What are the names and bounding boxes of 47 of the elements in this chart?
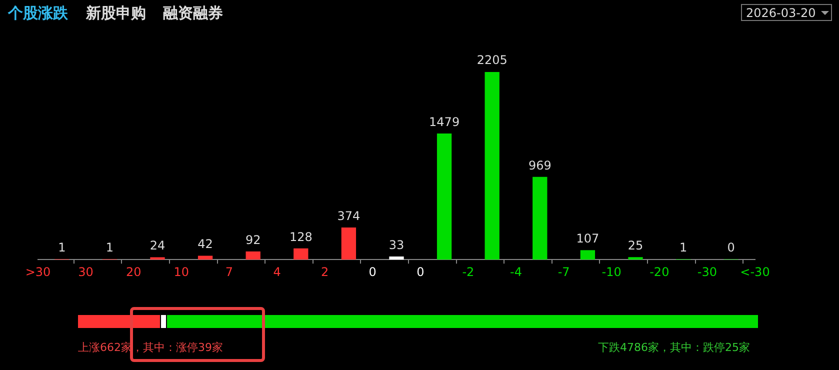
- data-label: 0: [727, 240, 735, 255]
- text: 融资融券: [163, 4, 223, 23]
- x-tick-label: 0: [368, 264, 376, 279]
- data-label: 374: [337, 208, 360, 223]
- bar: [246, 251, 260, 260]
- data-label: 25: [628, 238, 644, 253]
- bar: [341, 227, 356, 260]
- x-tick-label: 20: [126, 264, 142, 279]
- data-label: 1: [106, 240, 114, 255]
- chart-title: 个股涨跌: [8, 4, 68, 23]
- x-tick-label: 4: [273, 264, 281, 279]
- x-tick-label: 0: [416, 264, 424, 279]
- x-tick-label: -20: [650, 264, 670, 279]
- text: 2026-03-20: [741, 4, 832, 21]
- x-tick-label: 30: [78, 264, 94, 279]
- data-label: 128: [289, 230, 312, 244]
- x-tick-label: 7: [225, 264, 234, 279]
- bar: [484, 72, 500, 260]
- bar: [150, 257, 165, 260]
- data-label: 42: [198, 237, 213, 252]
- data-label: 1: [679, 240, 688, 255]
- x-tick-label: -10: [602, 264, 622, 279]
- data-label: 107: [576, 232, 600, 246]
- data-label: 969: [528, 158, 552, 172]
- bar: [628, 257, 643, 260]
- data-label: 24: [150, 238, 166, 253]
- data-label: 1: [58, 240, 66, 255]
- data-label: 92: [245, 232, 261, 247]
- data-label: 33: [388, 238, 404, 252]
- x-tick-label: -2: [462, 264, 474, 279]
- bar: [436, 133, 452, 260]
- x-tick-label: -7: [558, 264, 570, 279]
- x-tick-label: 2: [320, 264, 329, 279]
- x-tick-label: -4: [510, 264, 522, 279]
- data-label: 2205: [476, 53, 508, 68]
- x-tick-label: >30: [25, 264, 51, 279]
- bar: [198, 256, 213, 260]
- data-label: 1479: [429, 114, 460, 129]
- bar: [580, 250, 596, 260]
- x-tick-label: -30: [697, 264, 718, 279]
- text: 下跌4786家，其中：跌停25家: [598, 340, 750, 355]
- text: 新股申购: [86, 4, 146, 23]
- x-tick-label: 10: [174, 264, 190, 279]
- bar: [389, 256, 404, 260]
- x-tick-label: <-30: [740, 264, 770, 279]
- bar: [294, 248, 308, 260]
- bar: [532, 176, 548, 260]
